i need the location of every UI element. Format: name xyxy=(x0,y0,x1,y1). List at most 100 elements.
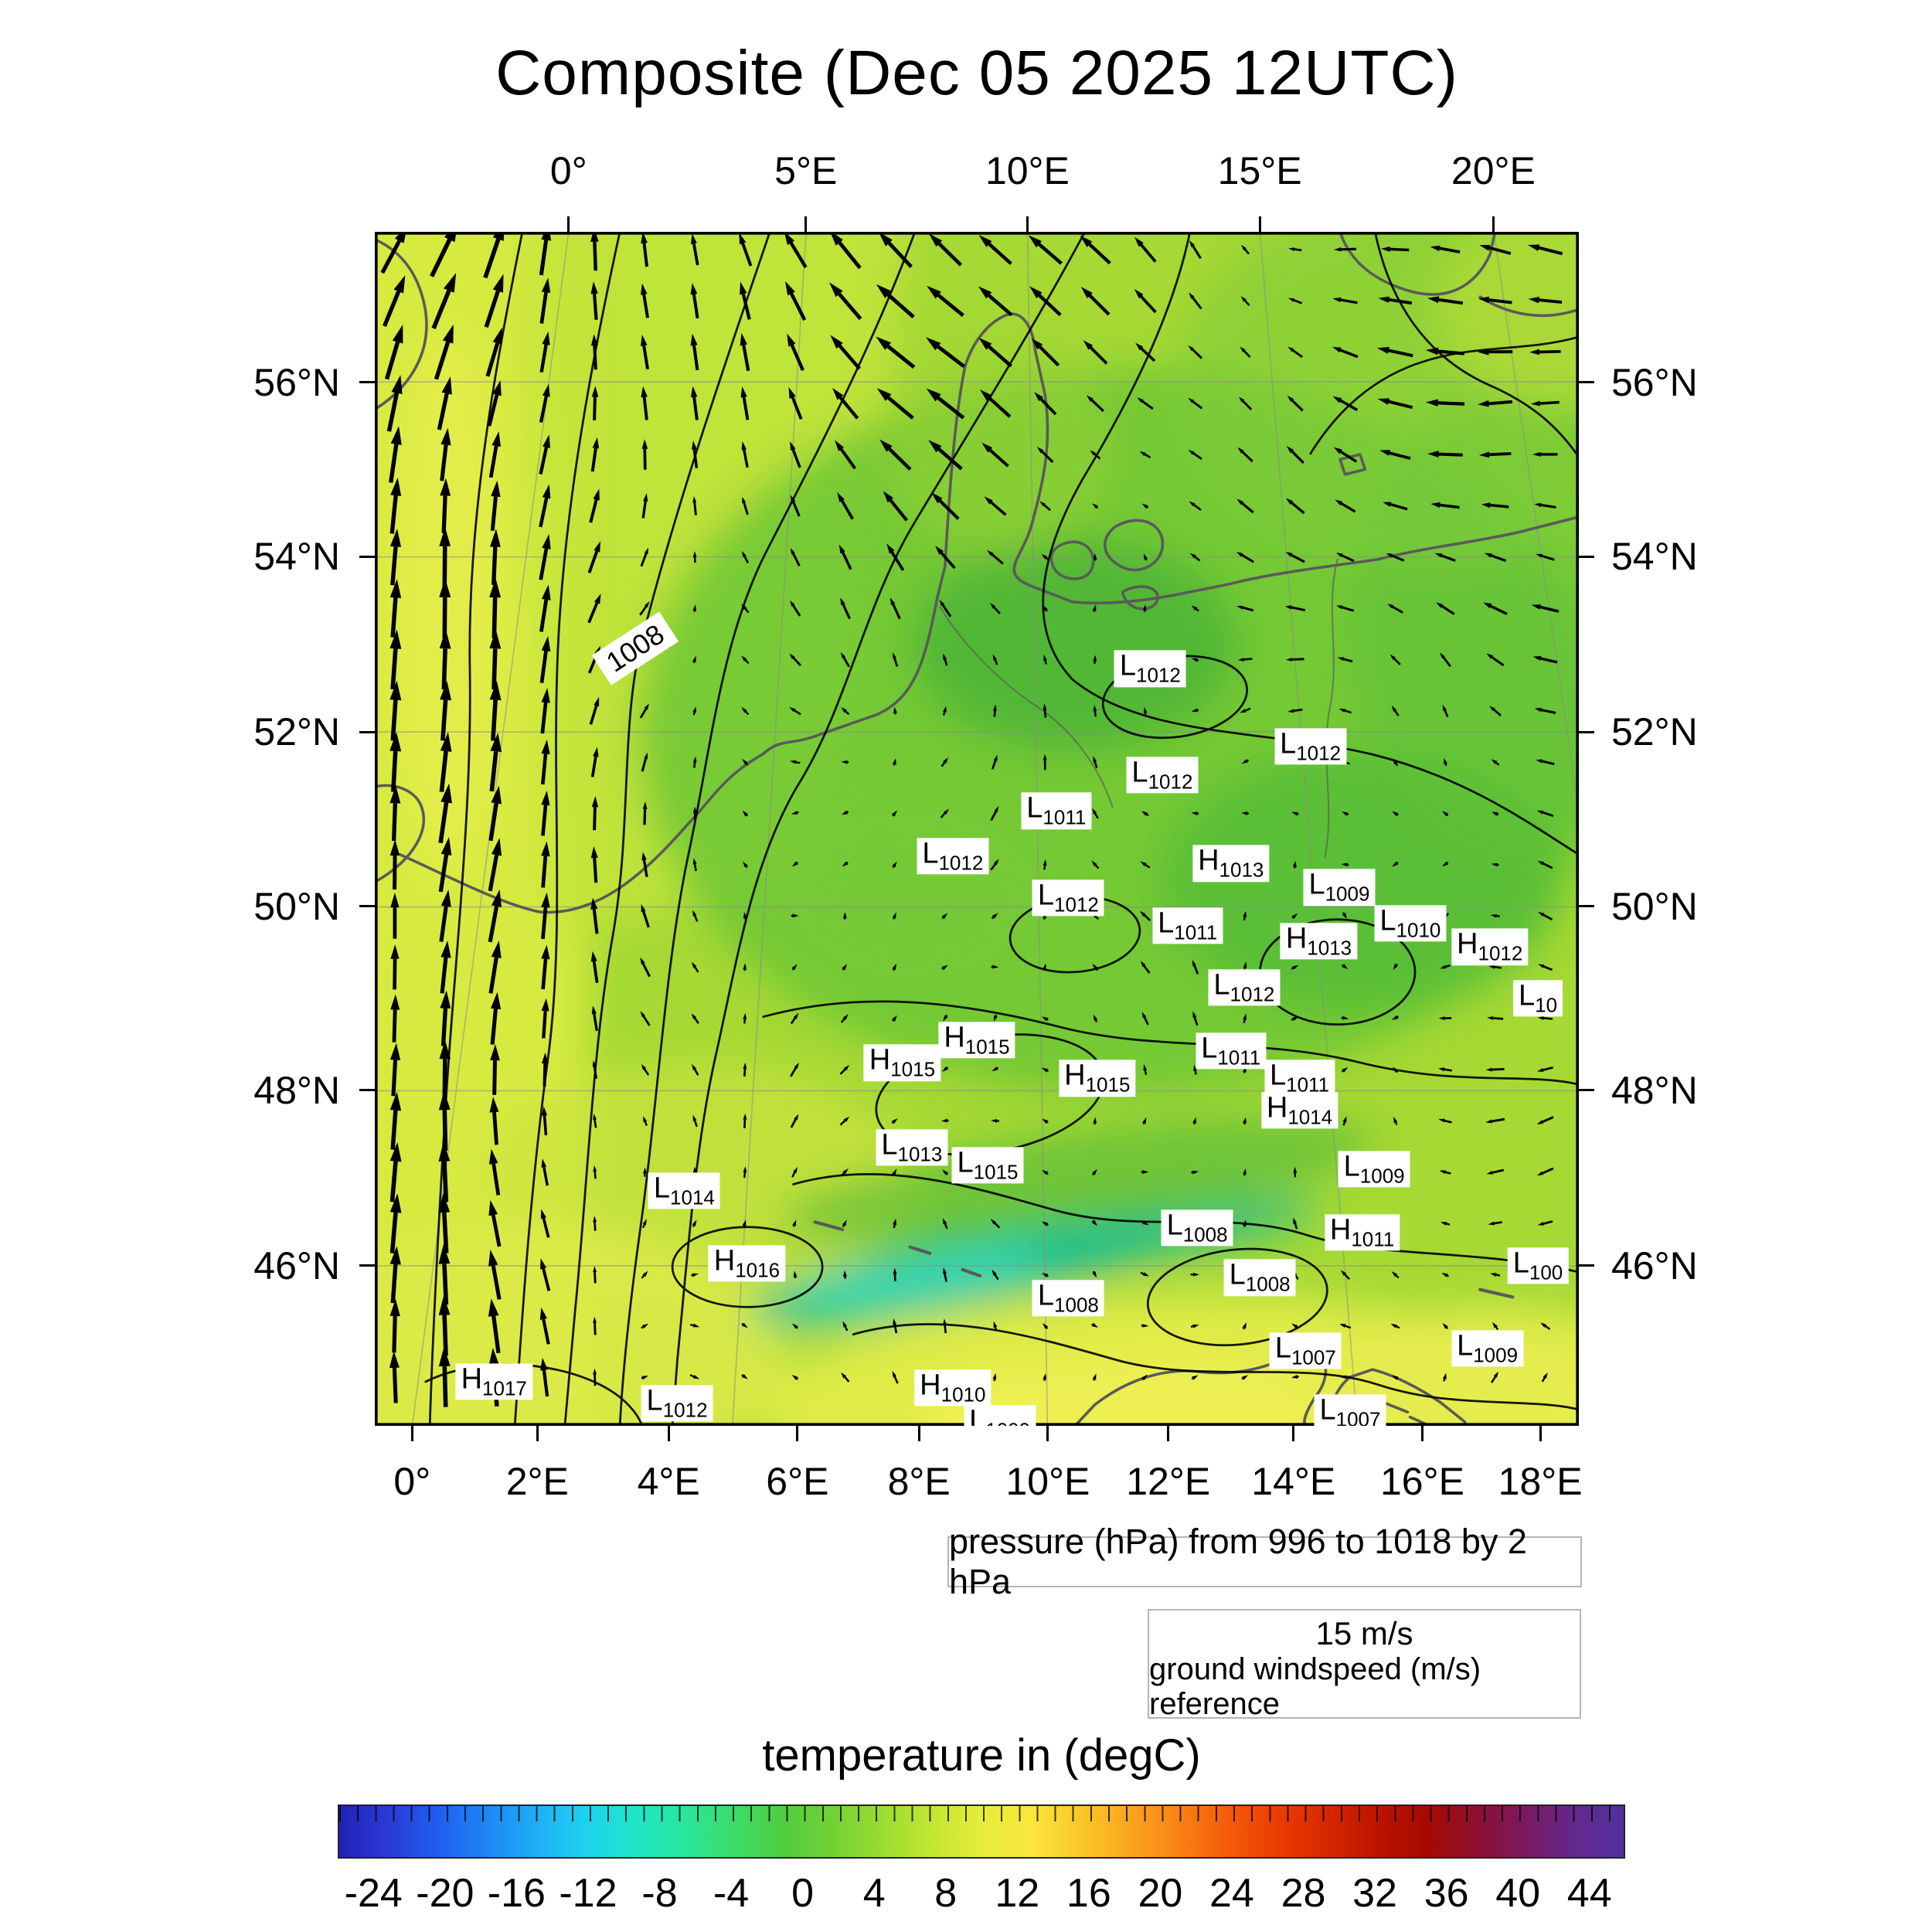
axis-tick-right xyxy=(1579,1089,1594,1092)
colorbar-gradient xyxy=(339,1806,1624,1857)
map-overlay: L1012 L1012 L1012 L1011 L1012 L1012 H1013 L1009… xyxy=(375,232,1579,1426)
page-title: Composite (Dec 05 2025 12UTC) xyxy=(495,38,1458,108)
axis-tick-bottom xyxy=(1292,1426,1295,1441)
pressure-center-label: H1015 xyxy=(1059,1060,1136,1097)
pressure-center-label: L1007 xyxy=(1269,1332,1342,1369)
colorbar-tick-label: -20 xyxy=(416,1871,474,1916)
axis-tick-bottom xyxy=(536,1426,539,1441)
pressure-center-label: H1010 xyxy=(914,1369,992,1406)
axis-tick-top xyxy=(804,216,808,232)
axis-label-right: 56°N xyxy=(1611,360,1698,404)
pressure-center-label: H1013 xyxy=(1280,923,1358,960)
pressure-center-label: L100 xyxy=(1507,1247,1569,1284)
wind-arrows xyxy=(380,232,1563,1407)
wind-legend-speed: 15 m/s xyxy=(1315,1615,1413,1651)
pressure-center-label: H1011 xyxy=(1324,1214,1400,1251)
pressure-center-label: L1014 xyxy=(648,1172,720,1209)
coastlines xyxy=(375,232,1579,1426)
axis-tick-left xyxy=(359,1264,375,1267)
axis-label-bottom: 2°E xyxy=(505,1460,569,1503)
axis-label-left: 48°N xyxy=(253,1068,340,1112)
axis-label-bottom: 6°E xyxy=(766,1460,829,1503)
colorbar-tick-label: -8 xyxy=(641,1871,678,1916)
colorbar-title: temperature in (degC) xyxy=(762,1730,1201,1781)
colorbar-tick-label: 4 xyxy=(862,1871,886,1916)
weather-map: L1012 L1012 L1012 L1011 L1012 L1012 H1013 L1009… xyxy=(375,232,1579,1426)
axis-tick-left xyxy=(359,730,375,733)
pressure-center-label: H1015 xyxy=(938,1022,1015,1059)
contour-value-label: 1008 xyxy=(591,611,679,685)
pressure-center-label: L10 xyxy=(1512,980,1563,1017)
axis-label-bottom: 18°E xyxy=(1498,1460,1583,1503)
axis-label-bottom: 8°E xyxy=(887,1460,951,1503)
axis-label-bottom: 14°E xyxy=(1251,1460,1336,1503)
axis-tick-bottom xyxy=(1167,1426,1170,1441)
pressure-center-label: H1013 xyxy=(1192,845,1270,882)
pressure-center-label: L1012 xyxy=(917,838,989,875)
pressure-center-label: L1009 xyxy=(964,1405,1036,1426)
pressure-center-label: L1009 xyxy=(1303,869,1376,906)
axis-tick-bottom xyxy=(917,1426,920,1441)
pressure-center-label: L1015 xyxy=(951,1147,1024,1184)
colorbar xyxy=(338,1804,1625,1859)
pressure-center-label: L1009 xyxy=(1338,1151,1410,1188)
colorbar-tick-label: -12 xyxy=(559,1871,617,1916)
axis-tick-bottom xyxy=(410,1426,413,1441)
pressure-center-label: L1012 xyxy=(1032,879,1104,917)
pressure-center-label: L1012 xyxy=(1114,650,1186,688)
pressure-center-label: L1013 xyxy=(876,1129,948,1166)
axis-label-top: 5°E xyxy=(774,149,838,192)
pressure-center-label: L1009 xyxy=(1451,1329,1524,1367)
axis-label-right: 54°N xyxy=(1611,535,1698,579)
colorbar-tick-label: 12 xyxy=(995,1871,1040,1916)
axis-label-left: 46°N xyxy=(253,1243,340,1287)
axis-label-right: 50°N xyxy=(1611,884,1698,928)
pressure-center-label: L1011 xyxy=(1264,1060,1335,1097)
colorbar-tick-label: -16 xyxy=(487,1871,546,1916)
colorbar-tick-label: -4 xyxy=(713,1871,750,1916)
axis-tick-top xyxy=(1258,216,1261,232)
colorbar-tick-label: 44 xyxy=(1566,1871,1612,1916)
axis-tick-bottom xyxy=(667,1426,670,1441)
axis-tick-bottom xyxy=(1046,1426,1049,1441)
pressure-caption: pressure (hPa) from 996 to 1018 by 2 hPa xyxy=(947,1522,1582,1601)
axis-label-right: 48°N xyxy=(1611,1068,1698,1112)
pressure-center-label: L1008 xyxy=(1223,1259,1296,1297)
axis-tick-bottom xyxy=(1539,1426,1542,1441)
axis-tick-top xyxy=(1026,216,1029,232)
pressure-center-label: L1012 xyxy=(1274,728,1347,765)
axis-tick-bottom xyxy=(1420,1426,1423,1441)
pressure-center-label: H1014 xyxy=(1260,1092,1338,1129)
axis-tick-left xyxy=(359,1089,375,1092)
axis-label-bottom: 12°E xyxy=(1126,1460,1211,1503)
pressure-center-label: H1016 xyxy=(708,1245,786,1282)
colorbar-tick-label: 16 xyxy=(1066,1871,1111,1916)
colorbar-tick-label: 24 xyxy=(1209,1871,1254,1916)
axis-label-top: 20°E xyxy=(1451,149,1536,192)
axis-tick-left xyxy=(359,555,375,558)
axis-label-left: 54°N xyxy=(253,535,340,579)
colorbar-tick-label: 32 xyxy=(1352,1871,1397,1916)
axis-tick-right xyxy=(1579,1264,1594,1267)
wind-legend-caption: ground windspeed (m/s) reference xyxy=(1149,1652,1481,1721)
axis-tick-left xyxy=(359,905,375,908)
axis-tick-right xyxy=(1579,905,1594,908)
pressure-center-label: H1015 xyxy=(863,1044,941,1081)
colorbar-tick-label: 40 xyxy=(1495,1871,1541,1916)
colorbar-tick-label: 36 xyxy=(1423,1871,1469,1916)
axis-label-top: 0° xyxy=(549,149,587,192)
pressure-center-label: L1007 xyxy=(1314,1394,1386,1426)
pressure-center-label: L1011 xyxy=(1021,792,1092,829)
pressure-center-label: L1008 xyxy=(1161,1209,1233,1247)
pressure-center-label: L1010 xyxy=(1374,904,1447,942)
pressure-center-label: H1012 xyxy=(1451,928,1529,966)
axis-tick-left xyxy=(359,381,375,384)
colorbar-tick-label: 20 xyxy=(1138,1871,1183,1916)
wind-legend-box: 15 m/s ground windspeed (m/s) reference xyxy=(1148,1609,1581,1721)
axis-tick-bottom xyxy=(796,1426,799,1441)
colorbar-tick-label: 8 xyxy=(934,1871,957,1916)
pressure-center-label: L1011 xyxy=(1152,906,1223,944)
axis-tick-right xyxy=(1579,730,1594,733)
axis-label-right: 46°N xyxy=(1611,1243,1698,1287)
